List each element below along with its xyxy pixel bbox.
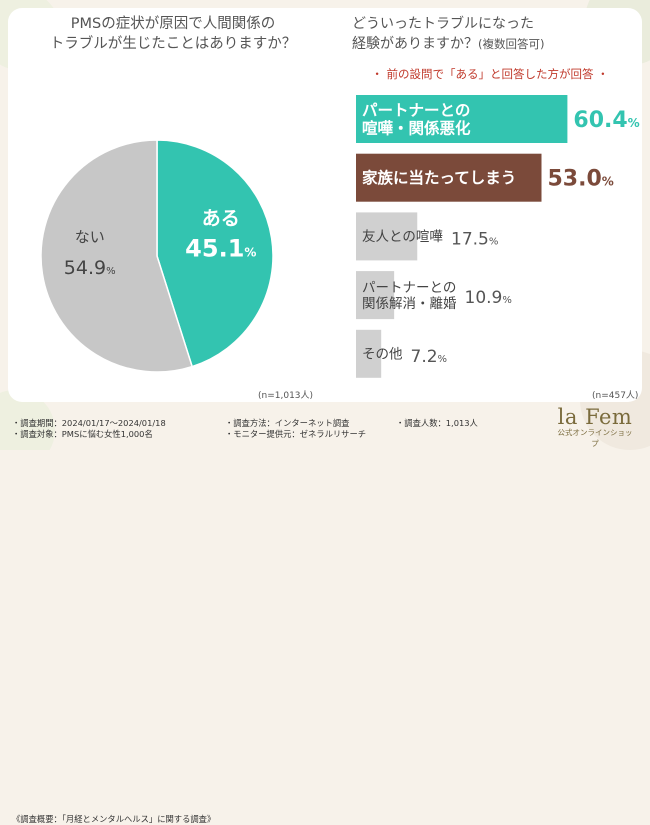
bar-value-2: 17.5% [451, 229, 498, 249]
brand-name: la Fem [557, 405, 633, 429]
respondent-note: ・ 前の設問で「ある」と回答した方が回答 ・ [371, 67, 609, 81]
bar-value-0: 60.4% [573, 108, 639, 133]
pie-question-line2: トラブルが生じたことはありますか？ [49, 36, 297, 52]
bar-category-0-line-0: パートナーとの [362, 101, 470, 119]
brand-logo: la Fem 公式オンラインショップ [555, 405, 635, 449]
bar-3 [356, 271, 395, 320]
bar-category-1-line-0: 家族に当たってしまう [362, 168, 516, 187]
pie-label-no: ない [75, 228, 105, 246]
survey-period: ・調査期間：2024/01/17〜2024/01/18 [12, 418, 166, 428]
bar-category-3-line-1: 関係解消・離婚 [362, 296, 457, 312]
survey-count: ・調査人数：1,013人 [396, 418, 478, 428]
bar-category-3-line-0: パートナーとの [362, 280, 456, 296]
survey-title: 《調査概要：「月経とメンタルヘルス」に関する調査》 [12, 814, 216, 824]
bar-category-0-line-1: 喧嘩・関係悪化 [362, 118, 471, 137]
bar-sample-size: (n=457人) [592, 391, 639, 401]
bar-question-note: (複数回答可) [478, 37, 545, 51]
bar-category-2-line-0: 友人との喧嘩 [362, 229, 443, 245]
bar-value-3: 10.9% [465, 288, 512, 308]
pie-question: PMSの症状が原因で人間関係の トラブルが生じたことはありますか？ [28, 14, 318, 54]
bar-question-line1: どういったトラブルになった [352, 16, 534, 32]
bar-1 [356, 153, 542, 202]
survey-target: ・調査対象：PMSに悩む女性1,000名 [12, 429, 153, 439]
pie-slice-no [40, 139, 194, 373]
pie-value-yes: 45.1% [185, 235, 256, 263]
pie-slice-yes [156, 139, 274, 368]
bar-value-4: 7.2% [411, 347, 448, 367]
survey-provider: ・モニター提供元：ゼネラルリサーチ [225, 429, 367, 439]
bar-category-4-line-0: その他 [362, 347, 403, 363]
survey-method: ・調査方法：インターネット調査 [225, 418, 350, 428]
bar-question: どういったトラブルになった 経験がありますか？(複数回答可) [352, 14, 632, 54]
bar-question-line2: 経験がありますか？ [352, 36, 478, 52]
pie-label-yes: ある [202, 208, 240, 230]
bar-4 [356, 329, 382, 378]
bar-value-1: 53.0% [548, 167, 614, 192]
pie-chart: ある 45.1% ない 54.9% [40, 139, 274, 373]
brand-subtitle: 公式オンラインショップ [557, 428, 633, 448]
pie-sample-size: (n=1,013人) [258, 391, 314, 401]
bar-0 [356, 95, 568, 143]
pie-value-no: 54.9% [64, 257, 116, 279]
pie-question-line1: PMSの症状が原因で人間関係の [70, 16, 276, 32]
bar-2 [356, 212, 418, 261]
